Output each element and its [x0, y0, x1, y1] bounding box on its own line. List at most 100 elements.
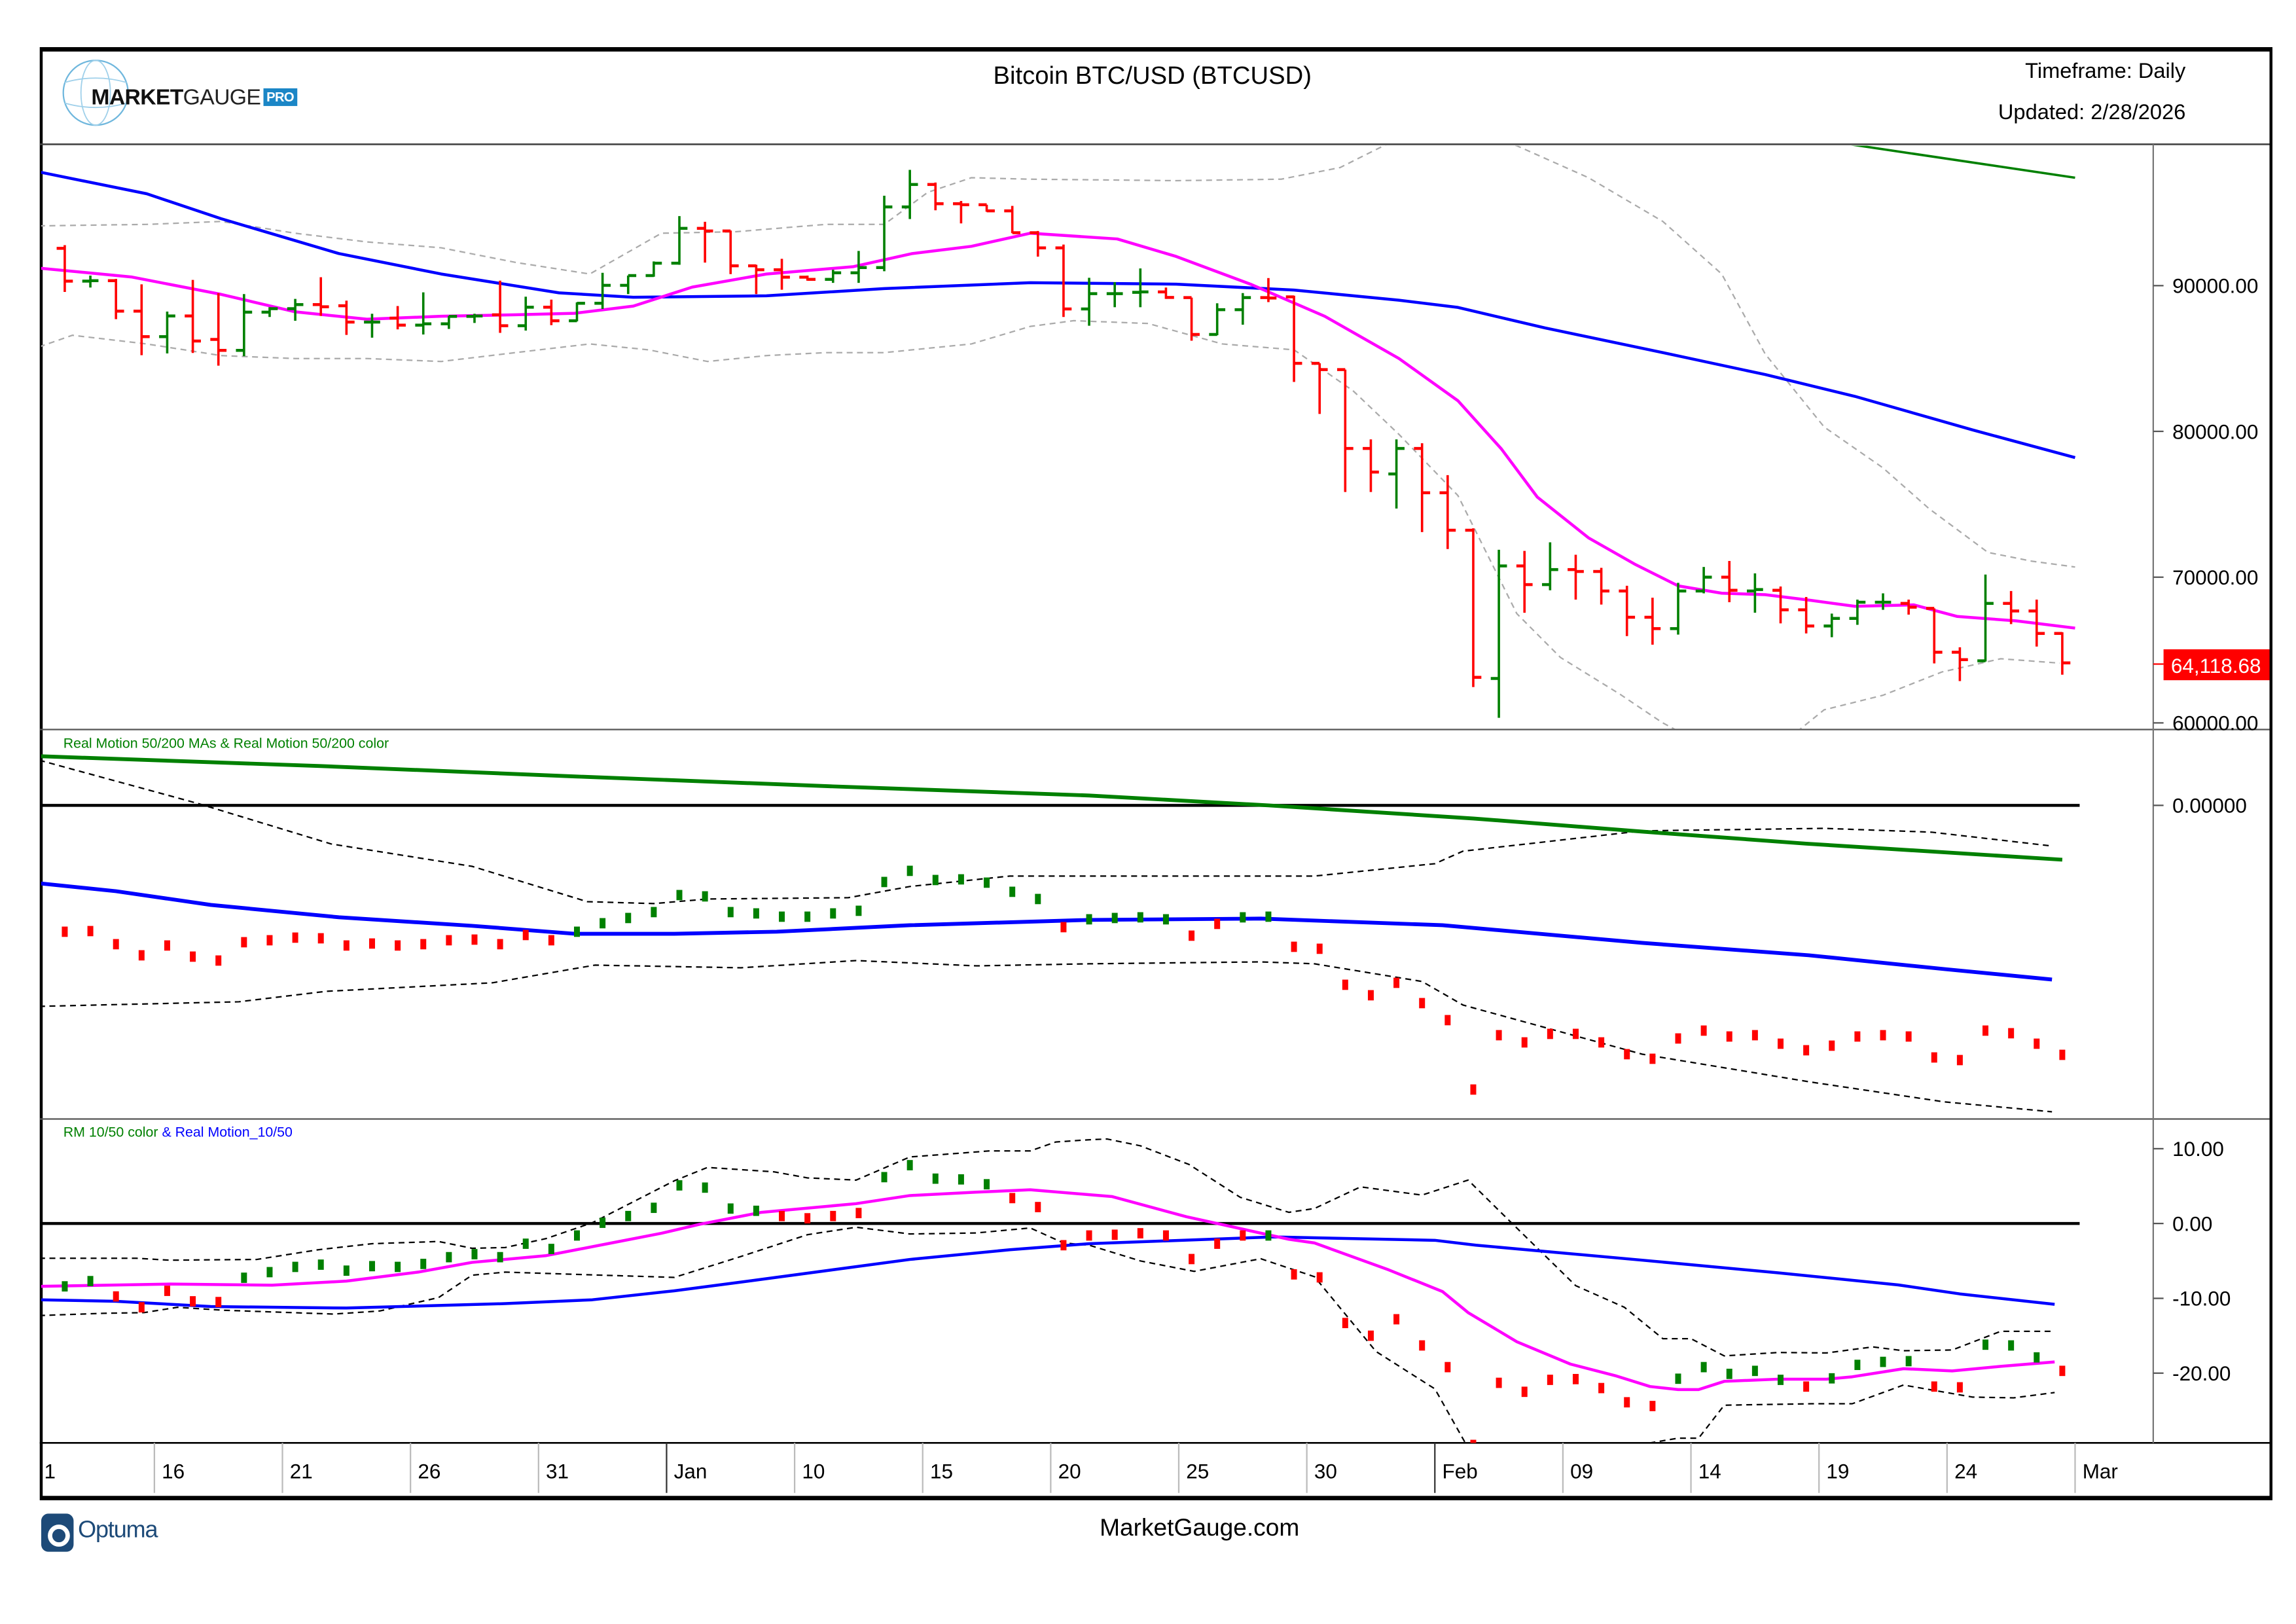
price-bar	[774, 259, 790, 290]
price-bar	[696, 221, 713, 263]
rm-10-50-dot	[1880, 1356, 1886, 1367]
rm-50-200-dot	[1700, 1025, 1707, 1036]
rm-50-200-dot	[1342, 979, 1348, 990]
rm-10-50-dot	[1316, 1272, 1323, 1283]
price-bar	[1081, 278, 1098, 326]
rm-10-50-dot	[1572, 1373, 1579, 1384]
rm-50-200-dot	[2059, 1049, 2066, 1060]
rm-50-200-dot	[1162, 914, 1169, 925]
rm-50-200-dot	[1189, 930, 1195, 941]
x-tick-label: 24	[1954, 1460, 1977, 1483]
price-bar	[748, 264, 764, 295]
rm-50-200-dot	[241, 937, 247, 948]
rm-10-50-dot	[1905, 1356, 1912, 1367]
rm-10-50-dot	[1547, 1375, 1553, 1385]
rm-10-50-dot	[600, 1218, 606, 1228]
price-bar	[1541, 542, 1558, 590]
x-tick-label: 21	[290, 1460, 313, 1483]
rm-50-200-dot	[1547, 1028, 1553, 1039]
price-bar	[953, 200, 969, 224]
price-bar	[927, 182, 944, 211]
rm-50-200-dot	[1751, 1030, 1758, 1041]
rm-50-200-dot	[1521, 1037, 1528, 1048]
logo-gauge: GAUGE	[183, 85, 261, 111]
price-bar	[1260, 278, 1277, 302]
rm-10-50-dot	[1367, 1330, 1374, 1341]
price-bar	[236, 294, 253, 357]
rm-10-50-dot	[241, 1272, 247, 1283]
real-motion-50-200-panel	[41, 754, 2080, 1113]
rm-10-50-dot	[1291, 1269, 1297, 1280]
price-bar	[1568, 554, 1584, 600]
price-bar	[1336, 368, 1354, 492]
rm-10-50-dot	[1240, 1230, 1246, 1241]
rm-50-200-dot	[1444, 1015, 1451, 1026]
rm-50-200-dot	[1419, 998, 1426, 1009]
panel-3-legend: RM 10/50 color & Real Motion_10/50	[63, 1124, 293, 1140]
legend-real-motion: & Real Motion_10/50	[158, 1124, 293, 1140]
price-bar	[1670, 583, 1687, 635]
rm-50-200-dot	[1598, 1037, 1605, 1048]
price-bar	[1900, 600, 1917, 615]
price-bar	[1285, 295, 1302, 382]
rm-50-200-dot	[1854, 1031, 1861, 1042]
price-bar	[1593, 568, 1609, 605]
legend-rm-color: RM 10/50 color	[63, 1124, 158, 1140]
rm-10-50-dot	[1521, 1386, 1528, 1398]
rm-50-200-dot	[1470, 1084, 1477, 1095]
rm-10-50-dot	[87, 1276, 94, 1287]
x-tick-label: 26	[418, 1460, 440, 1483]
price-bar	[1874, 593, 1892, 610]
price-bar	[1772, 586, 1789, 624]
price-bar	[1414, 443, 1431, 532]
x-tick-label: 1	[44, 1460, 56, 1483]
panel-2-legend: Real Motion 50/200 MAs & Real Motion 50/…	[63, 736, 389, 751]
rm-50-200-dot	[497, 939, 503, 950]
price-bar	[338, 300, 355, 335]
price-bar	[210, 293, 227, 366]
price-bar	[287, 298, 304, 321]
price-bar	[82, 276, 99, 288]
optuma-logo: Optuma	[41, 1513, 188, 1552]
price-bar	[492, 280, 509, 333]
rm-50-200-dot	[1291, 941, 1297, 952]
price-bar	[466, 314, 483, 323]
timeframe-label: Timeframe: Daily	[2025, 60, 2186, 84]
rm-10-50-dot	[1982, 1339, 1989, 1350]
rm-50-200-dot	[343, 940, 350, 951]
logo-wordmark: MARKETGAUGE PRO	[91, 85, 297, 111]
rm-50-200-dot	[1675, 1033, 1681, 1044]
rm-50-200-dot	[1496, 1030, 1502, 1041]
rm-tick-label: 0.00000	[2172, 795, 2247, 818]
x-tick-label: 25	[1186, 1460, 1209, 1483]
rm-10-50-dot	[574, 1230, 580, 1241]
price-bar	[440, 315, 457, 329]
chart-frame	[39, 46, 2273, 1501]
rm-10-50-dot	[1496, 1377, 1502, 1388]
price-bar	[1183, 296, 1200, 341]
bollinger-lower-band	[41, 319, 2060, 729]
price-bar	[312, 277, 329, 316]
rm-lower-band	[41, 960, 2053, 1113]
rm-10-50-dot	[1829, 1373, 1835, 1384]
price-bar	[876, 195, 893, 272]
rm10-ma-50-line	[41, 1235, 2055, 1310]
rm-10-50-dot	[1751, 1365, 1758, 1377]
rm-50-200-dot	[1367, 990, 1374, 1001]
rm-10-50-dot	[727, 1203, 734, 1214]
x-tick-label: 31	[546, 1460, 569, 1483]
price-bar	[722, 229, 739, 274]
rm-10-50-dot	[1624, 1397, 1630, 1408]
rm-10-50-dot	[1470, 1439, 1477, 1443]
price-bar	[1465, 528, 1482, 687]
rm-50-200-dot	[753, 908, 759, 919]
rm10-lower-band	[41, 1226, 2055, 1443]
rm-10-50-dot	[446, 1252, 452, 1263]
price-bar	[389, 306, 406, 330]
rm-10-50-dot	[395, 1261, 401, 1272]
rm-10-50-dot	[1189, 1254, 1195, 1265]
rm-50-200-dot	[1982, 1025, 1989, 1036]
marketgauge-site-link[interactable]: MarketGauge.com	[1100, 1515, 1300, 1542]
ma-20-line	[41, 232, 2075, 630]
price-tick-label: 70000.00	[2172, 566, 2258, 589]
